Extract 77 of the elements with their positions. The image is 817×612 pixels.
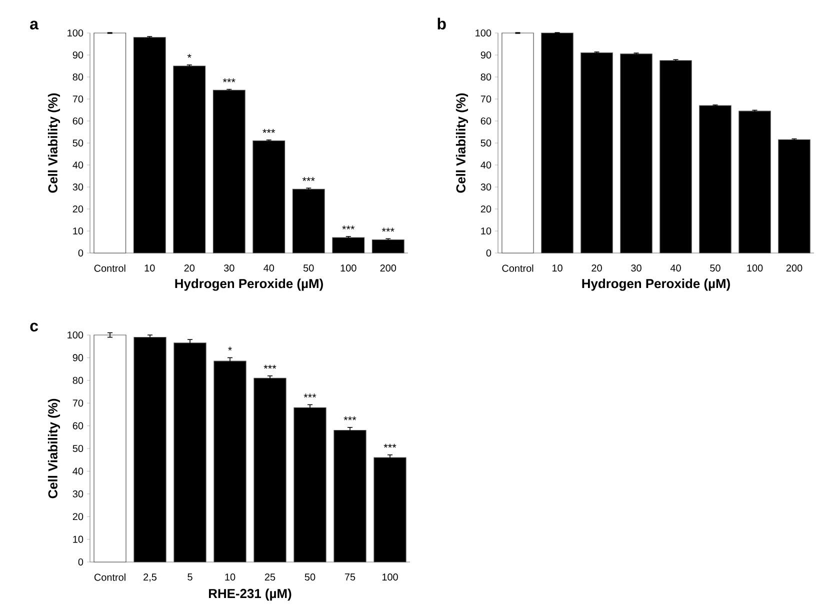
y-tick-label: 20 bbox=[480, 205, 492, 213]
y-tick-label: 30 bbox=[72, 183, 84, 191]
y-tick-label: 30 bbox=[480, 183, 492, 191]
annotation: *** bbox=[262, 128, 276, 133]
x-tick-label: 10 bbox=[144, 264, 155, 272]
y-tick-label: 80 bbox=[480, 73, 492, 81]
y-tick-label: 20 bbox=[72, 205, 84, 213]
y-axis-title: Cell Viability (%) bbox=[48, 398, 60, 498]
y-tick-label: 70 bbox=[72, 400, 84, 407]
y-tick-label: 50 bbox=[72, 444, 84, 452]
annotation: *** bbox=[222, 78, 236, 82]
y-axis-title: Cell Viability (%) bbox=[456, 93, 468, 193]
x-axis-title: Hydrogen Peroxide (µM) bbox=[582, 278, 730, 291]
annotation: *** bbox=[342, 226, 355, 230]
y-tick-label: 0 bbox=[78, 249, 84, 257]
y-axis-title: Cell Viability (%) bbox=[48, 93, 60, 193]
annotation: *** bbox=[302, 177, 315, 182]
chart-title: a bbox=[30, 20, 39, 30]
y-tick-label: 20 bbox=[72, 513, 84, 520]
x-tick-label: Control bbox=[94, 574, 126, 581]
x-tick-label: 100 bbox=[747, 264, 763, 272]
y-tick-label: 0 bbox=[486, 249, 492, 257]
y-tick-label: 90 bbox=[72, 354, 84, 362]
y-tick-label: 40 bbox=[72, 468, 84, 475]
y-tick-label: 40 bbox=[72, 161, 84, 169]
x-tick-label: 100 bbox=[382, 574, 398, 581]
x-tick-label: 100 bbox=[340, 264, 356, 272]
y-tick-label: 70 bbox=[72, 95, 84, 103]
annotation: *** bbox=[384, 444, 396, 448]
x-tick-label: 20 bbox=[592, 264, 602, 272]
x-tick-label: 10 bbox=[225, 574, 236, 581]
y-tick-label: 60 bbox=[480, 117, 492, 125]
y-tick-label: 0 bbox=[78, 558, 84, 566]
x-axis-title: RHE-231 (µM) bbox=[208, 588, 292, 601]
y-tick-label: 90 bbox=[480, 51, 492, 59]
y-tick-label: 30 bbox=[72, 490, 84, 498]
y-tick-label: 60 bbox=[72, 422, 84, 430]
y-tick-label: 80 bbox=[72, 73, 84, 81]
annotation: *** bbox=[264, 364, 276, 369]
y-tick-label: 90 bbox=[72, 51, 84, 59]
x-tick-label: Control bbox=[502, 264, 534, 272]
y-tick-label: 10 bbox=[481, 227, 492, 235]
y-tick-label: 40 bbox=[480, 161, 492, 169]
y-tick-label: 100 bbox=[476, 29, 492, 37]
x-tick-label: 30 bbox=[631, 264, 642, 272]
x-tick-label: 5 bbox=[188, 574, 192, 580]
y-tick-label: 10 bbox=[73, 536, 84, 543]
y-tick-label: 60 bbox=[72, 117, 84, 125]
x-tick-label: 200 bbox=[380, 264, 396, 272]
chart-title: b bbox=[438, 18, 446, 30]
x-tick-label: 40 bbox=[264, 264, 274, 272]
chart-title: c bbox=[30, 322, 38, 332]
x-tick-label: 50 bbox=[304, 574, 316, 581]
annotation: * bbox=[187, 54, 192, 58]
x-tick-label: 50 bbox=[710, 264, 720, 272]
annotation: *** bbox=[344, 416, 356, 420]
x-axis-title: Hydrogen Peroxide (µM) bbox=[175, 278, 323, 291]
y-tick-label: 100 bbox=[68, 331, 84, 339]
x-tick-label: 10 bbox=[552, 264, 562, 272]
x-tick-label: 25 bbox=[264, 574, 276, 581]
y-tick-label: 50 bbox=[72, 139, 84, 147]
x-tick-label: 30 bbox=[224, 264, 234, 272]
x-tick-label: 40 bbox=[670, 264, 681, 272]
y-tick-label: 100 bbox=[68, 29, 84, 37]
y-tick-label: 10 bbox=[73, 227, 84, 235]
x-tick-label: 50 bbox=[303, 264, 314, 272]
x-tick-label: 200 bbox=[786, 264, 802, 272]
x-tick-label: Control bbox=[94, 264, 126, 272]
annotation: *** bbox=[304, 394, 316, 398]
y-tick-label: 70 bbox=[480, 95, 492, 103]
y-tick-label: 50 bbox=[480, 139, 492, 147]
x-tick-label: 20 bbox=[184, 264, 195, 272]
y-tick-label: 80 bbox=[72, 376, 84, 384]
x-tick-label: 75 bbox=[344, 574, 356, 580]
x-tick-label: 2,5 bbox=[144, 574, 157, 582]
annotation: * bbox=[228, 346, 232, 351]
annotation: *** bbox=[382, 228, 394, 232]
